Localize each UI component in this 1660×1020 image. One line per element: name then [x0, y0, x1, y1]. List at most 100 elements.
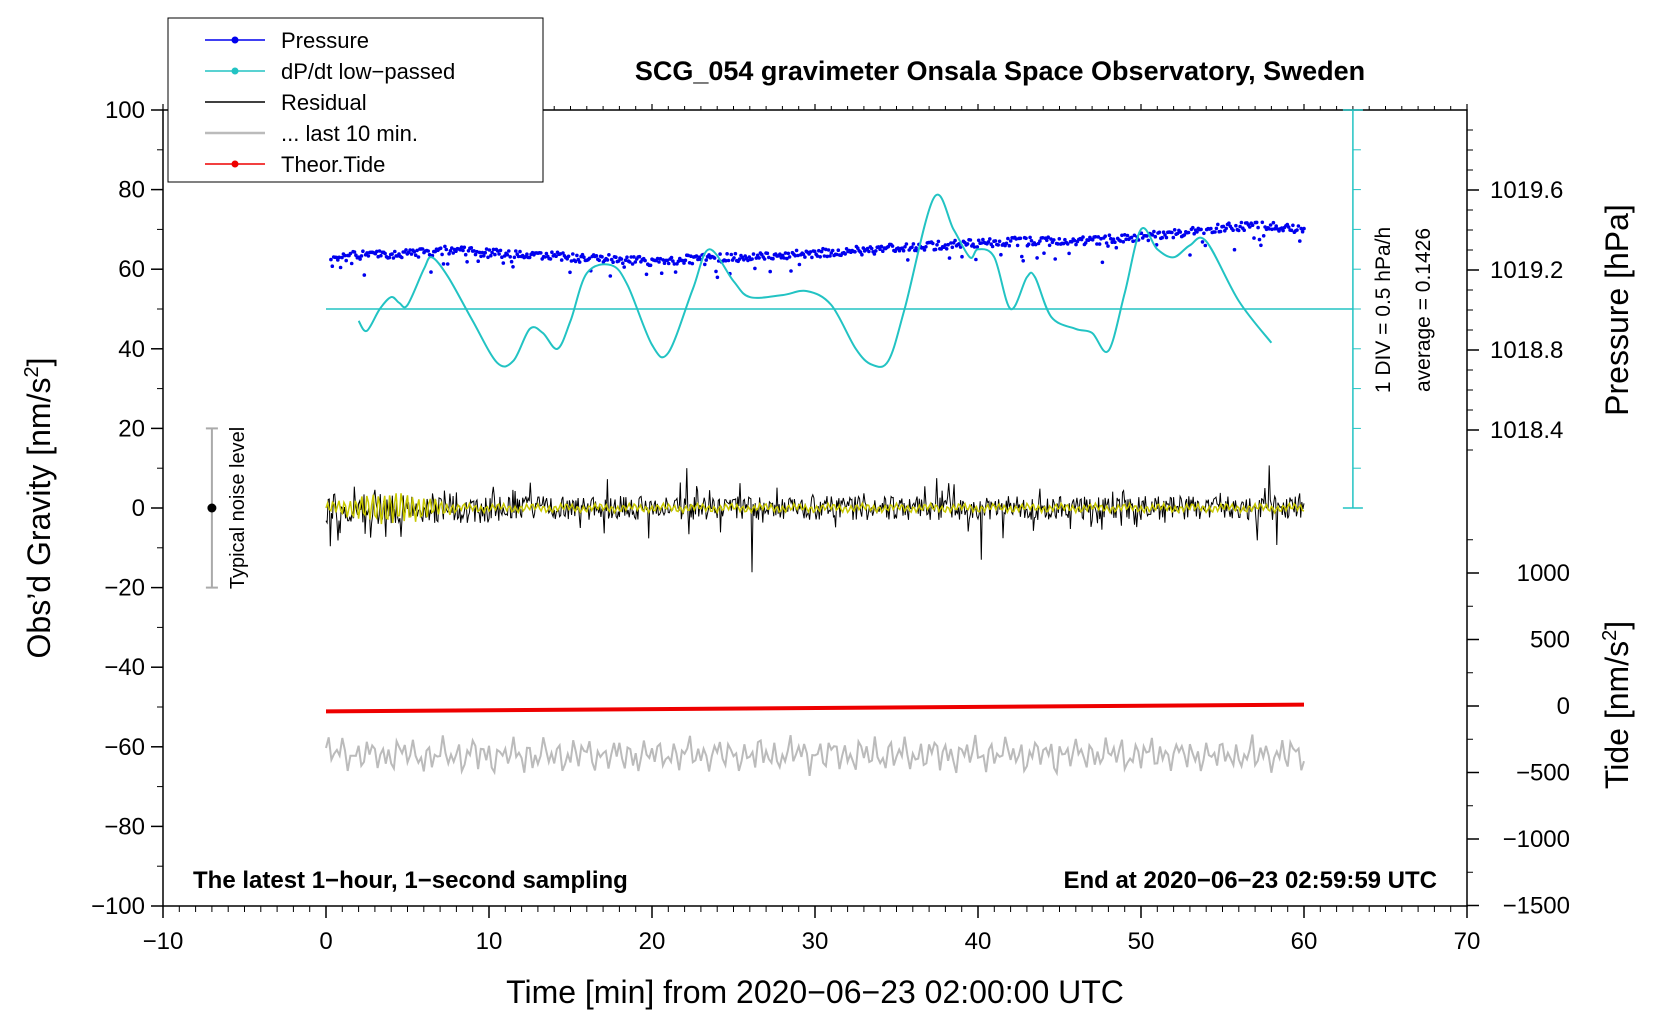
pressure-point [480, 250, 485, 255]
pressure-point [867, 249, 871, 254]
pressure-point [853, 250, 857, 254]
pressure-point [901, 248, 906, 253]
pressure-point [789, 269, 793, 273]
pressure-point [914, 246, 918, 250]
pressure-point [1178, 230, 1183, 234]
pressure-point [896, 246, 900, 250]
y-tick-label: 40 [118, 336, 145, 363]
pressure-point [1296, 224, 1301, 228]
pressure-point [1096, 235, 1101, 239]
pressure-point [1271, 220, 1276, 225]
pressure-point [1257, 237, 1262, 242]
pressure-point [946, 242, 950, 247]
pressure-point [361, 249, 365, 253]
pressure-point [1081, 235, 1085, 239]
pressure-point [1289, 228, 1294, 233]
pressure-point [527, 255, 532, 260]
pressure-point [947, 256, 952, 260]
pressure-point [906, 258, 910, 262]
pressure-point [500, 255, 504, 259]
pressure-point [444, 247, 449, 252]
pressure-point [1046, 235, 1050, 239]
pressure-point [619, 257, 624, 261]
pressure-point [1072, 238, 1077, 243]
x-tick-label: 70 [1454, 928, 1481, 955]
pressure-point [554, 254, 558, 258]
pressure-point [365, 251, 369, 255]
theor-tide-line [325, 702, 1305, 714]
pressure-point [1052, 238, 1056, 242]
pressure-point [822, 254, 827, 258]
pressure-point [337, 255, 342, 260]
legend-marker [231, 36, 239, 44]
pressure-point [561, 251, 565, 255]
pressure-point [689, 254, 693, 258]
pressure-point [443, 244, 447, 249]
pressure-point [1146, 238, 1151, 243]
pressure-point [911, 242, 916, 246]
pressure-point [1214, 226, 1219, 231]
y-tick-label: 60 [118, 256, 145, 283]
pressure-point [1040, 236, 1045, 240]
x-tick-label: 40 [965, 928, 992, 955]
pressure-point [548, 257, 553, 261]
pressure-point [683, 258, 688, 263]
pressure-point [577, 260, 582, 264]
pressure-point [1175, 231, 1180, 236]
pressure-point [1093, 235, 1098, 239]
pressure-point [1261, 234, 1266, 238]
dpdt-average-label: average = 0.1426 [1412, 228, 1435, 392]
pressure-point [659, 271, 664, 276]
pressure-point [1259, 243, 1263, 248]
pressure-point [765, 251, 770, 256]
pressure-point [767, 255, 771, 260]
pressure-point [1121, 240, 1126, 244]
pressure-point [483, 250, 488, 255]
pressure-point [568, 270, 572, 275]
pressure-point [990, 244, 995, 249]
y-tick-label: −20 [104, 575, 145, 602]
pressure-point [486, 255, 490, 260]
pressure-point [1192, 231, 1196, 236]
dpdt-scale-label: 1 DIV = 0.5 hPa/h [1372, 227, 1395, 393]
pressure-point [1234, 223, 1238, 228]
pressure-point [787, 255, 792, 259]
pressure-point [1267, 227, 1271, 231]
pressure-point [817, 248, 821, 253]
pressure-point [1122, 233, 1127, 237]
pressure-point [785, 256, 789, 261]
dpdt-line [357, 193, 1273, 368]
pressure-point [1104, 241, 1109, 245]
pressure-point [632, 255, 636, 259]
pressure-point [1221, 224, 1226, 229]
pressure-point [427, 252, 432, 257]
pressure-point [865, 246, 870, 251]
pressure-point [1191, 225, 1195, 230]
pressure-point [476, 259, 481, 264]
pressure-point [751, 252, 756, 256]
pressure-point [616, 259, 621, 263]
pressure-point [1270, 227, 1274, 232]
pressure-point [712, 256, 717, 260]
pressure-point [1020, 254, 1024, 259]
pressure-point [1252, 236, 1256, 240]
pressure-point [1200, 240, 1205, 244]
pressure-point [512, 255, 517, 260]
pressure-point [1120, 233, 1124, 238]
y-tick-label: −40 [104, 654, 145, 681]
pressure-point [794, 248, 799, 253]
pressure-point [924, 245, 928, 249]
pressure-point [390, 252, 394, 256]
pressure-tick-label: 1019.6 [1490, 177, 1563, 204]
pressure-point [387, 255, 392, 260]
pressure-point [771, 256, 775, 261]
pressure-point [808, 250, 813, 254]
pressure-point [451, 251, 456, 255]
pressure-point [662, 261, 667, 266]
pressure-point [1302, 226, 1306, 231]
pressure-point [377, 249, 382, 253]
pressure-point [1238, 224, 1242, 229]
pressure-point [415, 248, 419, 253]
pressure-point [393, 249, 397, 254]
pressure-point [330, 264, 335, 269]
